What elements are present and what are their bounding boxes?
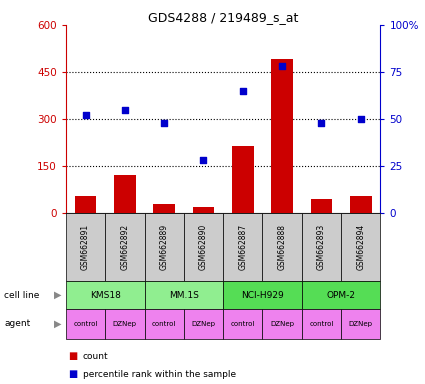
Text: MM.1S: MM.1S — [169, 291, 199, 300]
Text: GSM662889: GSM662889 — [160, 224, 169, 270]
Text: DZNep: DZNep — [192, 321, 215, 327]
Text: GSM662891: GSM662891 — [81, 224, 90, 270]
Bar — [311, 199, 332, 213]
Text: GSM662890: GSM662890 — [199, 224, 208, 270]
Text: ▶: ▶ — [54, 290, 61, 300]
Text: NCI-H929: NCI-H929 — [241, 291, 284, 300]
Text: control: control — [309, 321, 334, 327]
Text: OPM-2: OPM-2 — [326, 291, 356, 300]
Bar — [193, 207, 214, 213]
Point — [122, 106, 128, 113]
Text: ■: ■ — [68, 351, 77, 361]
Text: GSM662894: GSM662894 — [356, 224, 365, 270]
Bar — [232, 146, 254, 213]
Text: cell line: cell line — [4, 291, 40, 300]
Point — [239, 88, 246, 94]
Bar — [153, 204, 175, 213]
Bar — [271, 60, 293, 213]
Text: agent: agent — [4, 319, 31, 328]
Text: control: control — [152, 321, 176, 327]
Text: DZNep: DZNep — [349, 321, 373, 327]
Point — [279, 63, 286, 70]
Text: GSM662887: GSM662887 — [238, 224, 247, 270]
Text: control: control — [74, 321, 98, 327]
Text: GSM662892: GSM662892 — [120, 224, 129, 270]
Text: percentile rank within the sample: percentile rank within the sample — [83, 370, 236, 379]
Bar — [114, 175, 136, 213]
Text: GSM662888: GSM662888 — [278, 224, 286, 270]
Point — [200, 157, 207, 164]
Point — [318, 120, 325, 126]
Text: count: count — [83, 352, 108, 361]
Point — [357, 116, 364, 122]
Text: ▶: ▶ — [54, 319, 61, 329]
Point — [82, 112, 89, 118]
Bar — [350, 196, 371, 213]
Point — [161, 120, 167, 126]
Text: ■: ■ — [68, 369, 77, 379]
Text: KMS18: KMS18 — [90, 291, 121, 300]
Text: DZNep: DZNep — [270, 321, 294, 327]
Title: GDS4288 / 219489_s_at: GDS4288 / 219489_s_at — [148, 11, 298, 24]
Text: control: control — [231, 321, 255, 327]
Text: GSM662893: GSM662893 — [317, 224, 326, 270]
Text: DZNep: DZNep — [113, 321, 137, 327]
Bar — [75, 196, 96, 213]
